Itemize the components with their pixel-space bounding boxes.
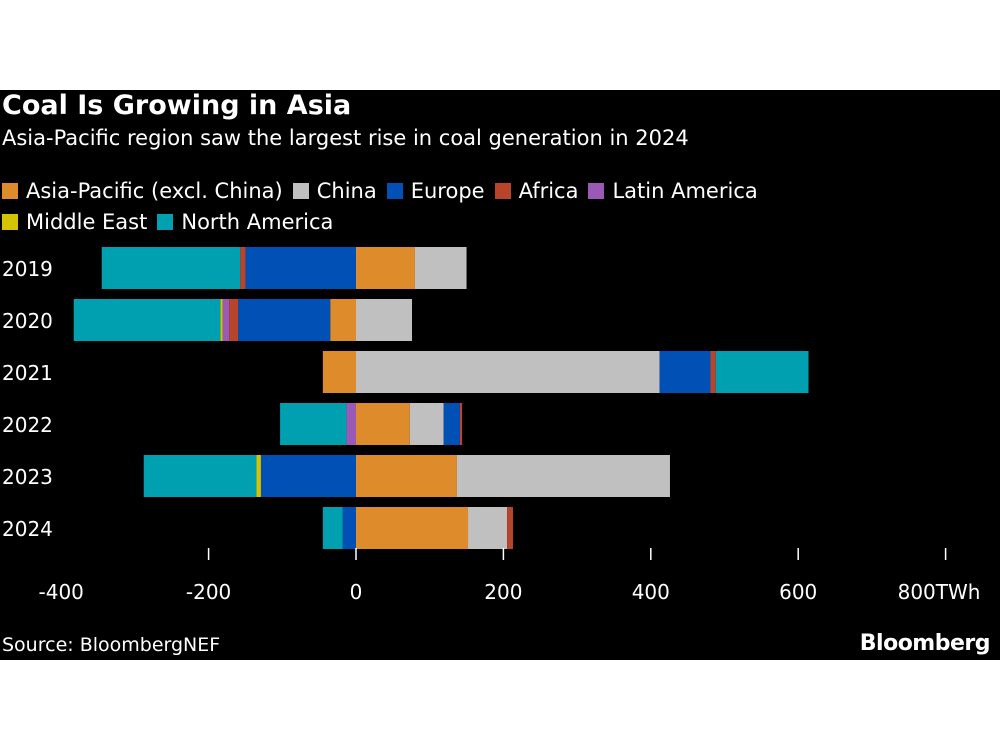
bar-segment: [710, 351, 716, 393]
bar-segment: [356, 247, 415, 289]
bar-segment: [715, 351, 809, 393]
bar-segment: [260, 455, 356, 497]
bar-segment: [322, 351, 356, 393]
legend-swatch: [386, 183, 403, 199]
bar-segment: [229, 299, 239, 341]
bar-segment: [356, 403, 410, 445]
legend-swatch: [494, 183, 511, 199]
bar-segment: [222, 299, 230, 341]
legend-item: China: [292, 176, 377, 206]
category-label: 2024: [2, 517, 53, 541]
legend-label: Asia-Pacific (excl. China): [26, 179, 283, 203]
bar-segment: [322, 507, 343, 549]
category-label: 2021: [2, 361, 53, 385]
bar-segment: [456, 455, 670, 497]
legend-item: Europe: [386, 176, 485, 206]
legend-swatch: [292, 183, 309, 199]
bar-chart: 2019 2020 2021 2022 2023 2024 -400 -200 0 200 400 6…: [2, 247, 981, 604]
x-tick-label: 800TWh: [898, 580, 981, 604]
legend-swatch: [588, 183, 605, 199]
bar-segment: [459, 403, 463, 445]
category-label: 2020: [2, 309, 53, 333]
bar-segment: [414, 247, 467, 289]
legend-label: Middle East: [26, 210, 148, 234]
legend-label: Europe: [410, 179, 485, 203]
x-tick-label: 400: [632, 580, 670, 604]
legend-item: Latin America: [588, 176, 758, 206]
x-tick-label: 600: [779, 580, 817, 604]
category-label: 2019: [2, 257, 53, 281]
bar-segment: [240, 247, 246, 289]
bar-segment: [245, 247, 356, 289]
bar-segment: [143, 455, 257, 497]
bloomberg-logo: Bloomberg: [859, 631, 991, 656]
chart-title: Coal Is Growing in Asia: [2, 90, 352, 121]
bar-segment: [256, 455, 261, 497]
bar-segment: [342, 507, 356, 549]
bar-segment: [238, 299, 331, 341]
x-tick-label: 200: [484, 580, 522, 604]
bar-segment: [280, 403, 347, 445]
legend-item: Africa: [494, 176, 579, 206]
bar-segment: [101, 247, 241, 289]
legend-label: Africa: [518, 179, 579, 203]
x-tick-label: -400: [39, 580, 84, 604]
legend: Asia-Pacific (excl. China) China Europe Afr…: [2, 176, 902, 238]
legend-label: Latin America: [612, 179, 758, 203]
bar-segment: [507, 507, 513, 549]
bar-segment: [356, 455, 457, 497]
x-tick-label: -200: [186, 580, 231, 604]
category-label: 2023: [2, 465, 53, 489]
bar-segment: [356, 507, 469, 549]
x-tick-label: 0: [350, 580, 363, 604]
legend-item: Asia-Pacific (excl. China): [2, 176, 283, 206]
bar-segment: [468, 507, 508, 549]
chart-subtitle: Asia-Pacific region saw the largest rise…: [2, 126, 689, 150]
legend-label: China: [316, 179, 377, 203]
bar-segment: [659, 351, 711, 393]
legend-swatch: [2, 183, 18, 199]
legend-swatch: [2, 214, 18, 230]
bar-segment: [356, 351, 660, 393]
bar-segment: [220, 299, 223, 341]
chart-panel: Coal Is Growing in Asia Asia-Pacific reg…: [0, 90, 1000, 660]
legend-label: North America: [181, 210, 334, 234]
bar-segment: [356, 299, 413, 341]
bar-segment: [346, 403, 356, 445]
bar-segment: [443, 403, 460, 445]
bar-segment: [330, 299, 356, 341]
source-note: Source: BloombergNEF: [2, 634, 221, 656]
bar-segment: [409, 403, 444, 445]
legend-item: North America: [157, 207, 333, 237]
legend-item: Middle East: [2, 207, 147, 237]
bar-segment: [73, 299, 221, 341]
legend-swatch: [157, 214, 174, 230]
category-label: 2022: [2, 413, 53, 437]
